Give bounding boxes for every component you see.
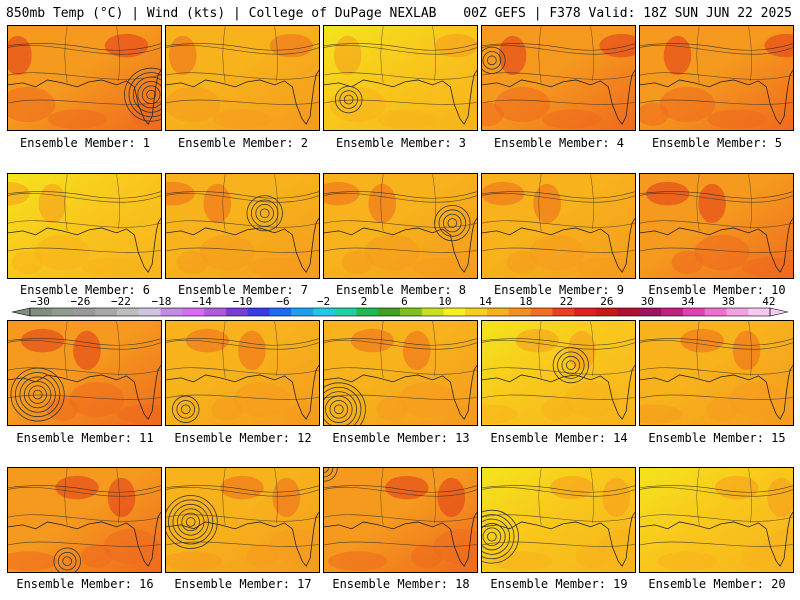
colorbar-tick-label: −10 xyxy=(233,296,253,308)
ensemble-member-label: Ensemble Member: 6 xyxy=(19,283,151,297)
ensemble-member-label: Ensemble Member: 4 xyxy=(493,136,625,150)
ensemble-member-label: Ensemble Member: 13 xyxy=(332,431,470,445)
colorbar-tick-label: −26 xyxy=(71,296,91,308)
colorbar-tick-label: −6 xyxy=(276,296,289,308)
colorbar-swatch xyxy=(661,308,684,316)
ensemble-member-map xyxy=(165,25,320,131)
colorbar-tick-label: 22 xyxy=(560,296,573,308)
colorbar-swatch xyxy=(400,308,423,316)
ensemble-member-map xyxy=(323,467,478,573)
colorbar-swatch xyxy=(182,308,205,316)
temperature-colorbar: −30 −26 −22 −18 −14 −10 −6 −2 2 6 10 14 18 22 26 30 34 38… xyxy=(12,296,788,324)
colorbar-swatch xyxy=(30,308,53,316)
colorbar-swatch xyxy=(639,308,662,316)
ensemble-member-label: Ensemble Member: 18 xyxy=(332,577,470,591)
colorbar-swatch xyxy=(334,308,357,316)
colorbar-swatch xyxy=(95,308,118,316)
colorbar-swatch xyxy=(73,308,96,316)
ensemble-member-label: Ensemble Member: 14 xyxy=(490,431,628,445)
ensemble-member-map xyxy=(323,173,478,279)
colorbar-swatch xyxy=(704,308,727,316)
colorbar-tick-label: 6 xyxy=(401,296,408,308)
ensemble-member-label: Ensemble Member: 7 xyxy=(177,283,309,297)
ensemble-member-label: Ensemble Member: 9 xyxy=(493,283,625,297)
colorbar-swatch xyxy=(247,308,270,316)
colorbar-swatch xyxy=(508,308,531,316)
ensemble-member-label: Ensemble Member: 2 xyxy=(177,136,309,150)
colorbar-swatch xyxy=(378,308,401,316)
colorbar-tick-label: −18 xyxy=(152,296,172,308)
ensemble-member-map xyxy=(165,173,320,279)
colorbar-swatch xyxy=(595,308,619,316)
ensemble-member-label: Ensemble Member: 3 xyxy=(335,136,467,150)
colorbar-tick-label: −30 xyxy=(30,296,50,308)
colorbar-swatch xyxy=(312,308,336,316)
ensemble-member-label: Ensemble Member: 5 xyxy=(651,136,783,150)
colorbar-swatch xyxy=(356,308,379,316)
colorbar-tick-label: 2 xyxy=(361,296,368,308)
chart-title: 850mb Temp (°C) | Wind (kts) | College o… xyxy=(6,6,437,21)
ensemble-member-label: Ensemble Member: 20 xyxy=(648,577,786,591)
colorbar-swatch xyxy=(225,308,249,316)
colorbar-swatch xyxy=(117,308,140,316)
ensemble-member-label: Ensemble Member: 11 xyxy=(16,431,154,445)
colorbar-tick-label: 38 xyxy=(722,296,735,308)
colorbar-tick-label: 10 xyxy=(438,296,451,308)
ensemble-member-map xyxy=(7,25,162,131)
ensemble-member-label: Ensemble Member: 10 xyxy=(648,283,786,297)
ensemble-member-map xyxy=(7,320,162,426)
colorbar-swatch xyxy=(269,308,292,316)
ensemble-member-map xyxy=(639,467,794,573)
valid-time: 00Z GEFS | F378 Valid: 18Z SUN JUN 22 20… xyxy=(463,6,792,21)
colorbar-tick-label: −22 xyxy=(111,296,131,308)
ensemble-member-map xyxy=(165,320,320,426)
colorbar-swatch xyxy=(682,308,706,316)
colorbar-tick-label: 18 xyxy=(519,296,532,308)
colorbar-swatch xyxy=(138,308,161,316)
ensemble-member-label: Ensemble Member: 19 xyxy=(490,577,628,591)
colorbar-swatch xyxy=(574,308,597,316)
ensemble-member-map xyxy=(323,25,478,131)
colorbar-swatch xyxy=(726,308,749,316)
colorbar-tick-label: 42 xyxy=(762,296,775,308)
colorbar-tick-label: −14 xyxy=(192,296,212,308)
colorbar-swatch xyxy=(465,308,488,316)
colorbar-swatch xyxy=(421,308,444,316)
colorbar-tick-label: −2 xyxy=(317,296,330,308)
colorbar-swatch xyxy=(204,308,227,316)
colorbar-swatch xyxy=(160,308,183,316)
ensemble-member-map xyxy=(639,320,794,426)
ensemble-member-map xyxy=(639,173,794,279)
ensemble-member-label: Ensemble Member: 8 xyxy=(335,283,467,297)
ensemble-member-map xyxy=(7,173,162,279)
ensemble-member-map xyxy=(7,467,162,573)
ensemble-member-label: Ensemble Member: 12 xyxy=(174,431,312,445)
ensemble-member-label: Ensemble Member: 16 xyxy=(16,577,154,591)
colorbar-tick-label: 14 xyxy=(479,296,493,308)
ensemble-member-map xyxy=(481,25,636,131)
colorbar-swatch xyxy=(748,308,771,316)
colorbar-swatch xyxy=(617,308,640,316)
ensemble-member-map xyxy=(481,320,636,426)
colorbar-swatch xyxy=(487,308,510,316)
colorbar-swatch xyxy=(552,308,575,316)
colorbar-swatch xyxy=(443,308,466,316)
colorbar-swatch xyxy=(291,308,314,316)
colorbar-tick-label: 26 xyxy=(600,296,613,308)
ensemble-member-map xyxy=(639,25,794,131)
ensemble-member-label: Ensemble Member: 15 xyxy=(648,431,786,445)
colorbar-tick-label: 30 xyxy=(641,296,654,308)
ensemble-member-label: Ensemble Member: 17 xyxy=(174,577,312,591)
ensemble-member-label: Ensemble Member: 1 xyxy=(19,136,151,150)
colorbar-tick-label: 34 xyxy=(681,296,695,308)
ensemble-member-map xyxy=(481,173,636,279)
colorbar-swatch xyxy=(51,308,74,316)
colorbar-swatch xyxy=(530,308,553,316)
ensemble-member-map xyxy=(165,467,320,573)
ensemble-member-map xyxy=(323,320,478,426)
ensemble-member-map xyxy=(481,467,636,573)
